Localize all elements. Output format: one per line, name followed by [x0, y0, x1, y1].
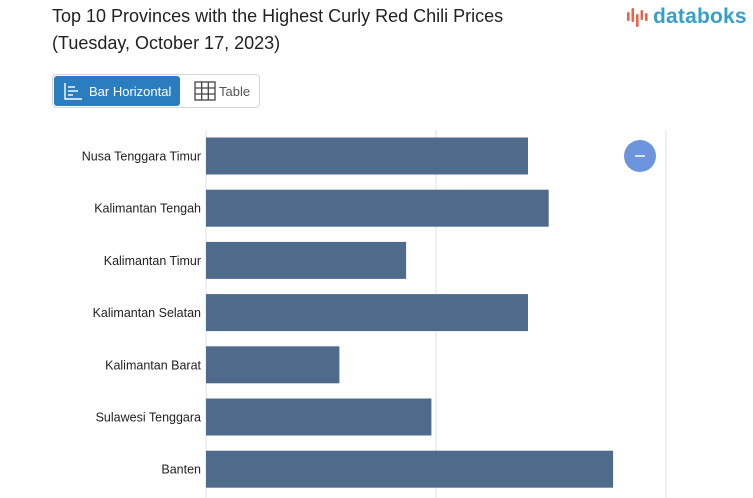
databoks-logo-text: databoks [653, 5, 747, 28]
databoks-logo-icon [627, 8, 648, 27]
chart-subtitle-date: (Tuesday, October 17, 2023) [52, 33, 281, 53]
bar-chart-horizontal-icon [63, 82, 83, 100]
bar-horizontal-label: Bar Horizontal [89, 83, 172, 99]
category-label: Kalimantan Timur [104, 254, 201, 268]
category-label: Kalimantan Selatan [93, 306, 201, 320]
category-label: Kalimantan Tengah [94, 202, 201, 216]
view-toggle: Bar Horizontal Table [52, 74, 260, 108]
bar[interactable] [206, 294, 528, 332]
category-label: Nusa Tenggara Timur [82, 150, 201, 164]
table-grid-icon [194, 81, 216, 101]
bar[interactable] [206, 189, 549, 227]
table-button[interactable]: Table [181, 76, 259, 106]
bar[interactable] [206, 241, 407, 279]
chart-title-line1: Top 10 Provinces with the Highest Curly … [52, 6, 504, 26]
minus-icon [635, 155, 645, 157]
bar[interactable] [206, 137, 528, 175]
bar[interactable] [206, 450, 614, 488]
bar[interactable] [206, 398, 432, 436]
category-label: Sulawesi Tenggara [96, 411, 201, 425]
databoks-logo[interactable]: databoks [626, 4, 747, 30]
collapse-button[interactable] [624, 140, 656, 172]
bar-horizontal-button[interactable]: Bar Horizontal [54, 76, 180, 106]
table-label: Table [219, 83, 251, 99]
chart-title: Top 10 Provinces with the Highest Curly … [52, 3, 612, 57]
category-label: Kalimantan Barat [105, 358, 201, 372]
category-label: Banten [161, 463, 201, 477]
bar[interactable] [206, 346, 340, 384]
